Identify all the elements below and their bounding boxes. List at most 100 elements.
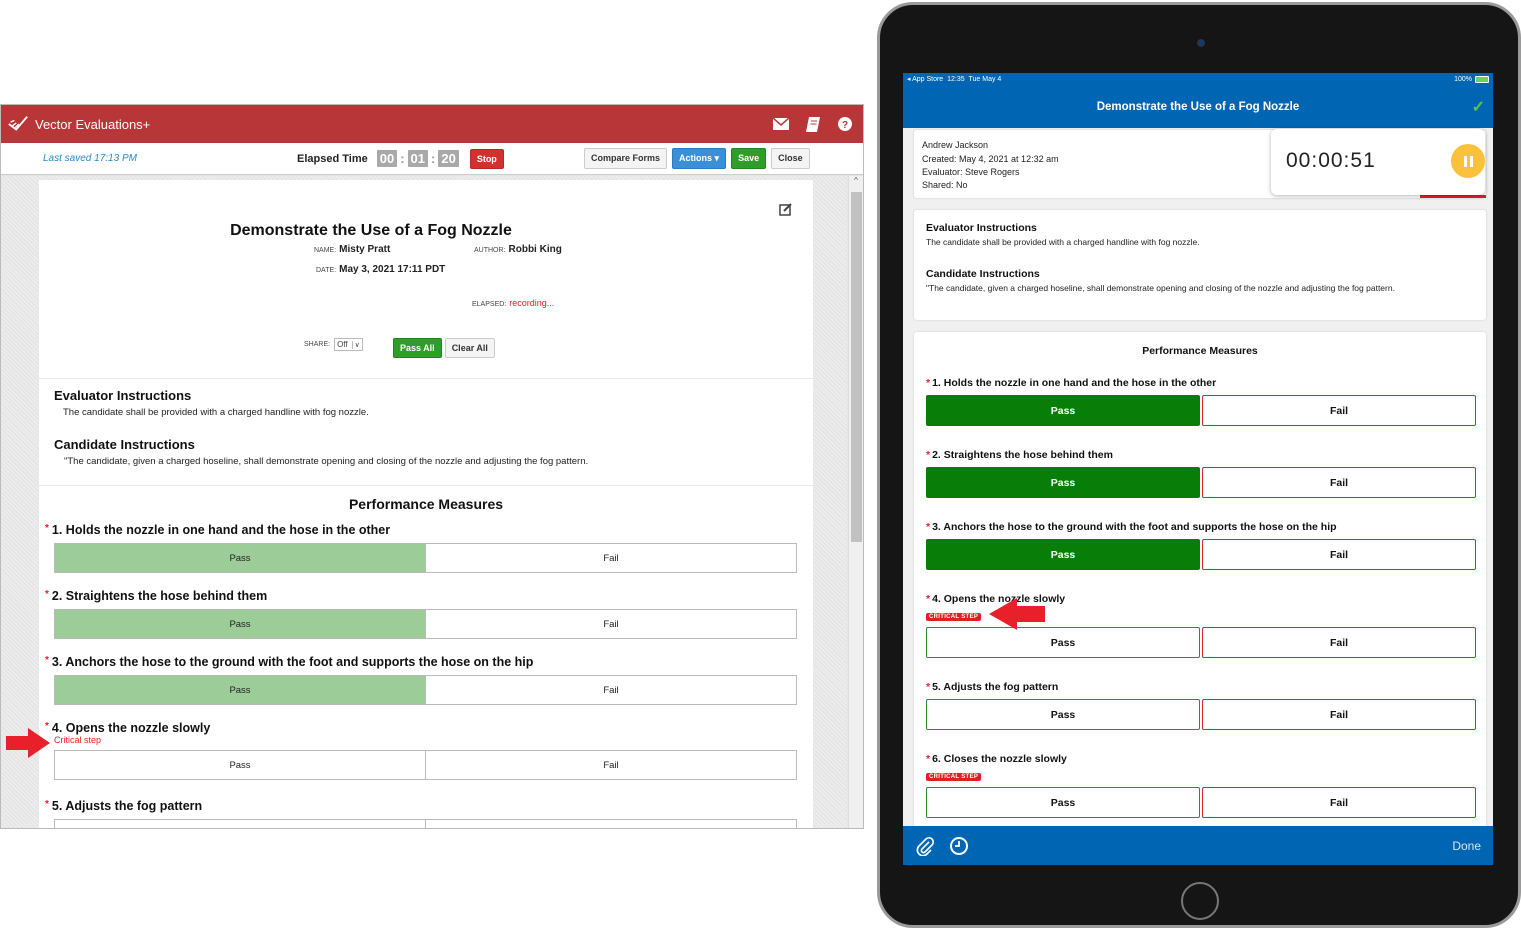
divider (39, 485, 813, 486)
pass-button[interactable]: Pass (926, 787, 1200, 818)
nav-bar: Demonstrate the Use of a Fog Nozzle ✓ (903, 85, 1493, 128)
pause-button[interactable] (1451, 144, 1485, 178)
fail-button[interactable]: Fail (1202, 787, 1476, 818)
measure-item-3: * 3. Anchors the hose to the ground with … (926, 521, 1476, 570)
timer-progress-bar (1420, 195, 1486, 198)
home-button[interactable] (1181, 882, 1219, 920)
status-bar: ◂ App Store 12:35 Tue May 4 100% (903, 73, 1493, 85)
status-time: 12:35 (947, 75, 965, 83)
candidate-instructions-text: "The candidate, given a charged hoseline… (64, 456, 589, 467)
performance-measures-title: Performance Measures (348, 496, 504, 512)
edit-icon[interactable] (779, 202, 793, 216)
annotation-arrow-icon (6, 728, 50, 758)
elapsed-field: ELAPSED: recording... (472, 298, 555, 308)
pass-button[interactable]: Pass (926, 699, 1200, 730)
share-select[interactable]: Off ∨ (334, 338, 363, 351)
fail-button[interactable]: Fail (1202, 395, 1476, 426)
critical-step-badge: CRITICAL STEP (926, 613, 982, 621)
measure-item-2: * 2. Straightens the hose behind them Pas… (926, 449, 1476, 498)
done-button[interactable]: Done (1452, 838, 1481, 853)
measure-item-4: * 4. Opens the nozzle slowly CRITICAL STE… (926, 593, 1476, 658)
fail-button[interactable]: Fail (1202, 627, 1476, 658)
save-button[interactable]: Save (731, 148, 767, 169)
share-control: SHARE: Off ∨ (304, 338, 363, 351)
status-back[interactable]: ◂ App Store (907, 76, 944, 83)
timer-display: 00:00:51 (1286, 149, 1376, 172)
pass-button[interactable]: Pass (926, 627, 1200, 658)
toolbar: Last saved 17:13 PM Elapsed Time 00 : 01… (1, 143, 863, 175)
fail-button[interactable]: Fail (1202, 467, 1476, 498)
bottom-toolbar: Done (903, 826, 1493, 865)
pass-all-button[interactable]: Pass All (393, 338, 442, 358)
pass-button[interactable]: Pass (55, 751, 425, 779)
fail-button[interactable] (425, 820, 796, 828)
author-field: AUTHOR: Robbi King (474, 244, 562, 255)
evaluator-instructions-text: The candidate shall be provided with a c… (63, 407, 369, 418)
form-page: Demonstrate the Use of a Fog Nozzle NAME… (39, 180, 813, 828)
candidate-name: Andrew Jackson (922, 140, 989, 150)
pass-button[interactable]: Pass (55, 544, 425, 572)
pass-button[interactable] (55, 820, 425, 828)
checkmark-icon[interactable]: ✓ (1471, 99, 1485, 116)
measure-item-3: * 3. Anchors the hose to the ground with … (45, 655, 797, 705)
pass-button[interactable]: Pass (55, 676, 425, 704)
evaluator-instructions-heading: Evaluator Instructions (926, 222, 1037, 234)
instructions-card: Evaluator Instructions The candidate sha… (914, 210, 1486, 320)
status-date: Tue May 4 (968, 75, 1002, 83)
vector-logo-icon (8, 116, 28, 131)
date-field: DATE: May 3, 2021 17:11 PDT (316, 264, 446, 275)
fail-button[interactable]: Fail (425, 676, 796, 704)
performance-measures-title: Performance Measures (1142, 345, 1258, 357)
measure-item-5: * 5. Adjusts the fog pattern Pass Fail (926, 681, 1476, 730)
svg-text:?: ? (842, 120, 848, 131)
close-button[interactable]: Close (771, 148, 810, 169)
fail-button[interactable]: Fail (425, 610, 796, 638)
vertical-scrollbar[interactable]: ^ (848, 176, 863, 828)
evaluator-name: Evaluator: Steve Rogers (922, 167, 1020, 177)
clock-icon[interactable] (949, 836, 969, 856)
stop-button[interactable]: Stop (469, 148, 504, 169)
scroll-thumb[interactable] (851, 192, 862, 542)
measure-item-5: * 5. Adjusts the fog pattern (45, 799, 797, 828)
evaluator-instructions-text: The candidate shall be provided with a c… (926, 237, 1200, 247)
form-title: Demonstrate the Use of a Fog Nozzle (230, 222, 512, 239)
measure-item-4: * 4. Opens the nozzle slowly Critical ste… (45, 721, 797, 780)
pass-button[interactable]: Pass (926, 467, 1200, 498)
nav-title: Demonstrate the Use of a Fog Nozzle (1096, 100, 1300, 113)
ipad-screen: ◂ App Store 12:35 Tue May 4 100% Demonst… (903, 73, 1493, 865)
mail-icon[interactable] (773, 116, 789, 132)
fail-button[interactable]: Fail (1202, 699, 1476, 730)
chevron-down-icon: ∨ (351, 340, 360, 349)
elapsed-timer: Elapsed Time 00 : 01 : 20 Stop (297, 148, 504, 169)
fail-button[interactable]: Fail (425, 751, 796, 779)
app-header: Vector Evaluations+ ? (1, 105, 863, 143)
app-logo[interactable]: Vector Evaluations+ (7, 113, 150, 135)
form-viewport: Demonstrate the Use of a Fog Nozzle NAME… (1, 176, 847, 828)
timer-minutes: 01 (407, 150, 428, 167)
actions-dropdown[interactable]: Actions ▾ (672, 148, 727, 169)
fail-button[interactable]: Fail (425, 544, 796, 572)
pass-button[interactable]: Pass (926, 539, 1200, 570)
divider (39, 378, 813, 379)
web-app-window: Vector Evaluations+ ? Last saved 17:13 P… (0, 104, 864, 829)
battery-percent: 100% (1454, 75, 1472, 83)
book-icon[interactable] (805, 116, 821, 132)
measure-item-1: * 1. Holds the nozzle in one hand and the… (926, 377, 1476, 426)
timer-hours: 00 (376, 150, 398, 167)
battery-icon (1475, 75, 1489, 83)
candidate-instructions-heading: Candidate Instructions (926, 268, 1040, 280)
clear-all-button[interactable]: Clear All (444, 338, 495, 358)
app-name: Vector Evaluations+ (35, 116, 151, 132)
camera-icon (1197, 39, 1205, 47)
performance-measures-card: Performance Measures * 1. Holds the nozzl… (914, 332, 1486, 865)
fail-button[interactable]: Fail (1202, 539, 1476, 570)
pass-button[interactable]: Pass (55, 610, 425, 638)
paperclip-icon[interactable] (915, 836, 935, 856)
created-date: Created: May 4, 2021 at 12:32 am (922, 154, 1059, 164)
compare-forms-button[interactable]: Compare Forms (584, 148, 668, 169)
critical-step-label: Critical step (54, 735, 102, 745)
help-icon[interactable]: ? (837, 116, 853, 132)
name-field: NAME: Misty Pratt (314, 244, 391, 255)
scroll-up-arrow-icon[interactable]: ^ (854, 176, 858, 185)
pass-button[interactable]: Pass (926, 395, 1200, 426)
